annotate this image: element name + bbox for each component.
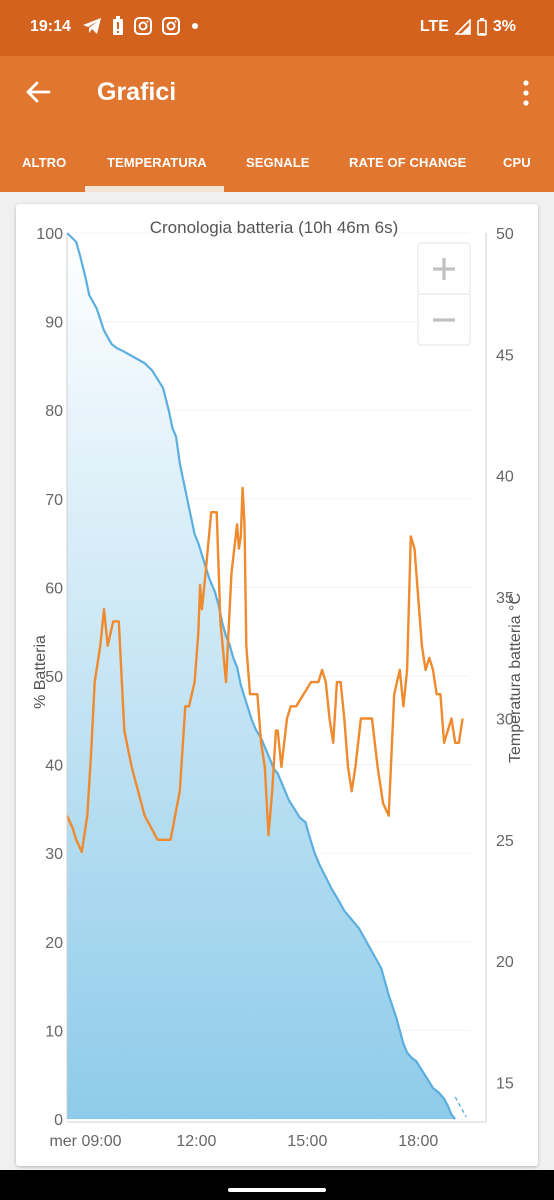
chart-title: Cronologia batteria (10h 46m 6s) xyxy=(150,218,399,237)
status-time: 19:14 xyxy=(30,18,71,35)
y-tick-label: 60 xyxy=(45,580,63,597)
zoom-in-icon[interactable] xyxy=(433,258,455,280)
status-right: LTE 3% xyxy=(420,18,516,36)
y-tick-label: 40 xyxy=(45,758,63,775)
y-tick-label: 80 xyxy=(45,403,63,420)
chart-card: 0 10 20 30 40 50 60 70 80 90 100 15 20 25 30 35 40 45 50 … xyxy=(16,204,538,1166)
system-nav-bar xyxy=(0,1170,554,1200)
signal-icon xyxy=(454,19,471,35)
zoom-controls xyxy=(417,242,471,346)
y2-tick-label: 35 xyxy=(496,590,514,607)
y2-tick-label: 30 xyxy=(496,711,514,728)
y-axis-label: % Batteria xyxy=(32,635,49,709)
back-arrow-icon[interactable] xyxy=(24,78,52,106)
page-title: Grafici xyxy=(97,78,177,106)
battery-alert-icon xyxy=(113,16,123,35)
tab-segnale[interactable]: SEGNALE xyxy=(246,155,310,170)
more-notifications-dot-icon xyxy=(192,23,198,29)
tab-rate-of-change[interactable]: RATE OF CHANGE xyxy=(349,155,467,170)
tab-temperatura[interactable]: TEMPERATURA xyxy=(107,155,207,170)
y2-tick-label: 50 xyxy=(496,226,514,243)
telegram-icon xyxy=(83,18,101,34)
y2-tick-label: 40 xyxy=(496,469,514,486)
selected-tab-indicator xyxy=(85,186,224,192)
y2-tick-label: 25 xyxy=(496,833,514,850)
battery-area xyxy=(67,233,456,1119)
y-tick-label: 20 xyxy=(45,935,63,952)
instagram-icon xyxy=(162,17,180,35)
network-type: LTE xyxy=(419,18,449,35)
x-tick-labels: mer 09:00 12:00 15:00 18:00 xyxy=(49,1133,438,1150)
y-tick-label: 10 xyxy=(45,1023,63,1040)
y-tick-label: 30 xyxy=(45,846,63,863)
notification-icons xyxy=(82,16,200,36)
battery-icon xyxy=(477,18,487,36)
more-vert-icon[interactable] xyxy=(522,80,530,106)
tab-altro[interactable]: ALTRO xyxy=(22,155,67,170)
x-tick-label: 12:00 xyxy=(176,1133,216,1150)
y2-tick-label: 45 xyxy=(496,347,514,364)
x-tick-label: 18:00 xyxy=(398,1133,438,1150)
temperature-series-line xyxy=(65,486,464,854)
y-tick-label: 90 xyxy=(45,315,63,332)
y-tick-label: 0 xyxy=(54,1112,63,1129)
app-bar: Grafici xyxy=(0,56,554,136)
y2-axis-label: Temperatura batteria °C xyxy=(507,593,524,763)
y-tick-label: 70 xyxy=(45,492,63,509)
battery-forecast-line xyxy=(454,1096,467,1118)
battery-percent: 3% xyxy=(492,18,516,35)
status-bar: 19:14 LTE 3% xyxy=(0,0,554,56)
tab-cpu[interactable]: CPU xyxy=(503,155,531,170)
y2-tick-label: 20 xyxy=(496,954,514,971)
battery-series-line xyxy=(66,232,457,1120)
instagram-icon xyxy=(134,17,152,35)
tab-bar: ALTRO TEMPERATURA SEGNALE RATE OF CHANGE… xyxy=(0,136,554,192)
y2-tick-label: 15 xyxy=(496,1076,514,1093)
home-gesture-handle[interactable] xyxy=(228,1188,326,1192)
x-tick-label: 15:00 xyxy=(287,1133,327,1150)
x-tick-label: mer 09:00 xyxy=(49,1133,121,1150)
right-tick-labels: 15 20 25 30 35 40 45 50 xyxy=(496,226,514,1093)
y-tick-label: 100 xyxy=(36,226,63,243)
left-tick-labels: 0 10 20 30 40 50 60 70 80 90 100 xyxy=(36,226,63,1129)
y-tick-label: 50 xyxy=(45,669,63,686)
